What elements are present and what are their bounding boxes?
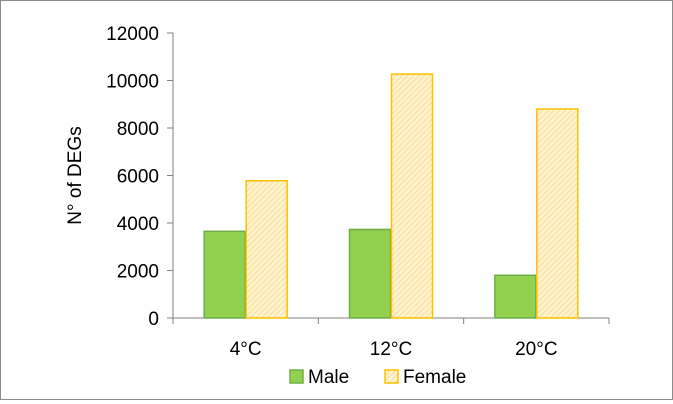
y-tick-label: 2000 [117,262,159,283]
y-tick-label: 4000 [117,214,159,235]
legend-swatch-male [289,369,304,384]
x-category-label: 12°C [370,339,412,360]
y-axis: 0 2000 4000 6000 8000 10000 12000 [106,24,174,330]
y-tick-label: 0 [148,309,159,330]
legend: Male Female [289,367,466,388]
legend-swatch-female [384,369,399,384]
x-category-label: 20°C [515,339,557,360]
x-axis: 4°C 12°C 20°C [172,317,610,360]
legend-label-male: Male [308,367,349,388]
bar-male [203,230,246,319]
bar-female [245,179,288,319]
bar-male [494,274,537,319]
y-axis-title: N° of DEGs [65,126,86,224]
bars [203,73,579,319]
y-tick-label: 6000 [117,167,159,188]
legend-label-female: Female [403,367,466,388]
bar-female [536,108,579,319]
bar-male [348,228,392,319]
y-tick-label: 12000 [106,24,159,45]
y-tick-label: 8000 [117,119,159,140]
y-tick-label: 10000 [106,72,159,93]
bar-female [390,73,434,319]
x-category-label: 4°C [230,339,262,360]
